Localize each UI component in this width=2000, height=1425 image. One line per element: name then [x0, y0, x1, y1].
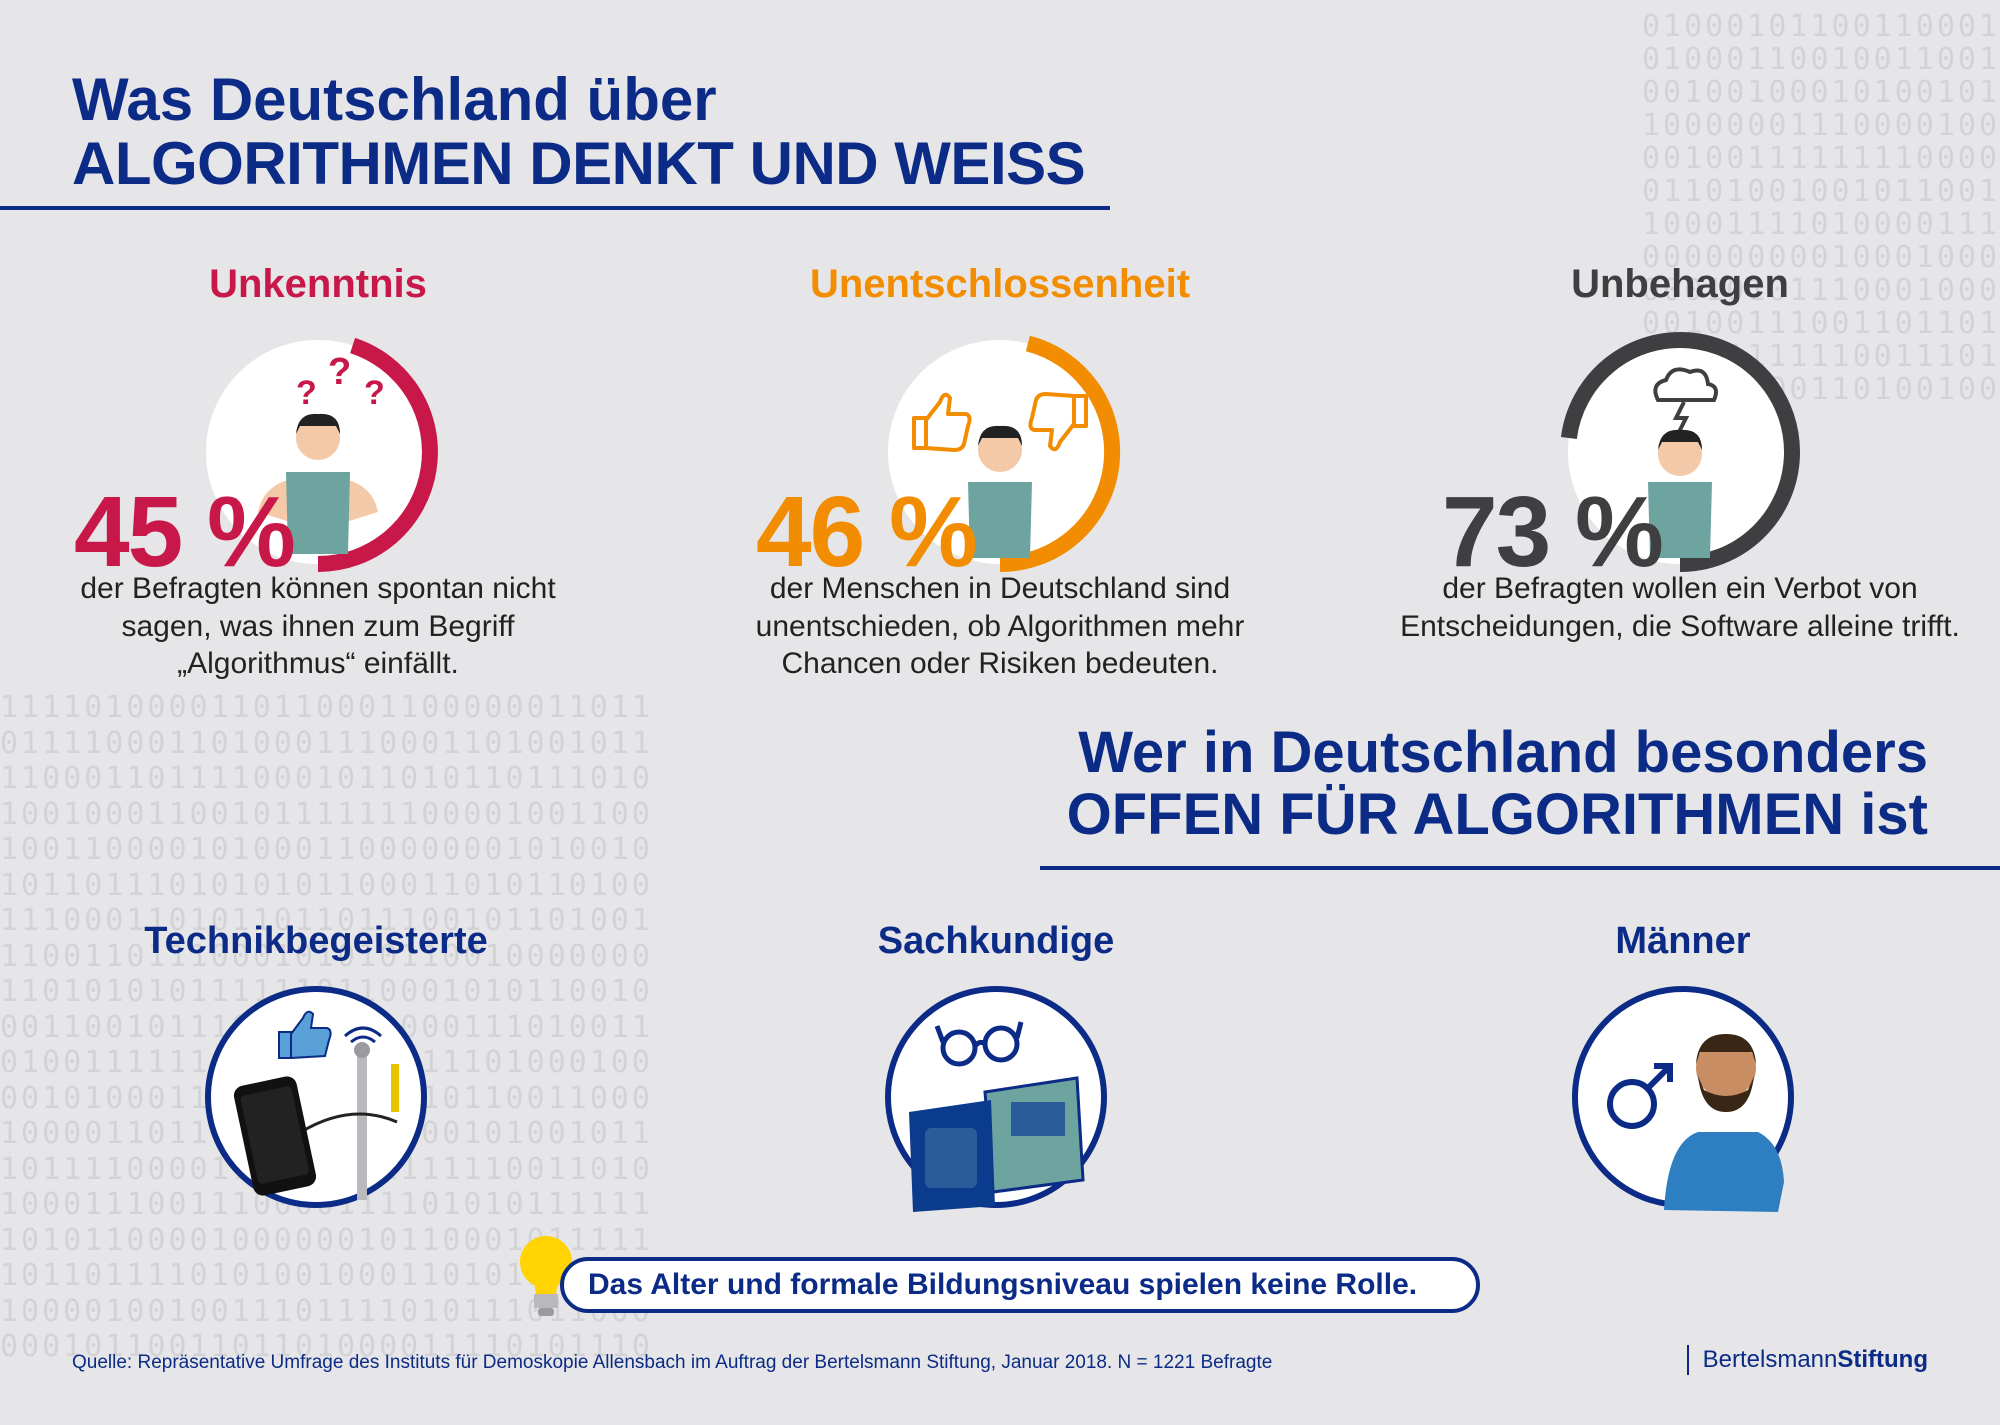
section-title-line-2: OFFEN FÜR ALGORITHMEN ist: [1066, 782, 1928, 847]
question-marks-person-icon: ? ? ?: [206, 337, 438, 572]
stat-ring: [1560, 332, 1801, 572]
stat-label: Unentschlossenheit: [809, 262, 1191, 306]
stat-description: der Menschen in Deutschland sind unentsc…: [755, 572, 1245, 680]
group-label: Männer: [1615, 920, 1751, 962]
section-title: Wer in Deutschland besonders OFFEN FÜR A…: [1067, 722, 1928, 846]
stat-label: Unkenntnis: [209, 262, 427, 306]
thumbs-up-down-person-icon: [888, 335, 1121, 572]
stat-percent: 45 %: [74, 476, 296, 588]
male-symbol-man-icon: [1572, 986, 1794, 1212]
stat-percent: 73 %: [1442, 476, 1664, 588]
stat-percent: 46 %: [756, 476, 978, 588]
smartphone-gadgets-icon: [205, 986, 427, 1208]
title-line-1: Was Deutschland über: [72, 66, 717, 133]
group-label: Technikbegeisterte: [144, 920, 488, 962]
group-label: Sachkundige: [877, 920, 1115, 962]
stat-description: der Befragten wollen ein Verbot von Ents…: [1400, 572, 1960, 643]
group-technikbegeisterte: Technikbegeisterte: [106, 920, 526, 1220]
page-title: Was Deutschland über ALGORITHMEN DENKT U…: [72, 66, 1086, 197]
section-rule: [1040, 866, 2000, 870]
stat-unkenntnis: Unkenntnis ? ? ? 45 % der Befragten könn…: [38, 262, 598, 692]
stat-description: der Befragten können spontan nicht sagen…: [80, 572, 556, 680]
svg-text:?: ?: [364, 374, 385, 412]
svg-text:?: ?: [296, 374, 317, 412]
storm-cloud-person-icon: [1560, 332, 1801, 572]
group-sachkundige: Sachkundige: [786, 920, 1206, 1220]
group-maenner: Männer: [1473, 920, 1893, 1220]
brand-name-part-1: Bertelsmann: [1702, 1346, 1838, 1373]
note-box: Das Alter und formale Bildungsniveau spi…: [560, 1257, 1480, 1313]
note-text: Das Alter und formale Bildungsniveau spi…: [588, 1268, 1418, 1301]
glasses-books-icon: [885, 986, 1107, 1212]
section-title-line-1: Wer in Deutschland besonders: [1078, 720, 1928, 785]
svg-text:?: ?: [328, 351, 351, 393]
stat-ring: [999, 335, 1121, 572]
brand-logo: BertelsmannStiftung: [1686, 1345, 1928, 1375]
stat-ring: [317, 337, 438, 572]
title-rule: [0, 206, 1110, 210]
stat-label: Unbehagen: [1571, 262, 1789, 306]
stat-unentschlossenheit: Unentschlossenheit 46 % der Menschen in …: [720, 262, 1280, 692]
source-citation: Quelle: Repräsentative Umfrage des Insti…: [72, 1352, 1273, 1373]
light-bulb-icon: [520, 1236, 572, 1316]
stat-unbehagen: Unbehagen 73 % der Befragten wollen ein …: [1400, 262, 1960, 692]
brand-name-part-2: Stiftung: [1837, 1346, 1928, 1373]
title-line-2: ALGORITHMEN DENKT UND WEISS: [72, 130, 1086, 197]
binary-pattern-top: 01000101100110001 01000110010011001 0010…: [1641, 9, 2000, 407]
